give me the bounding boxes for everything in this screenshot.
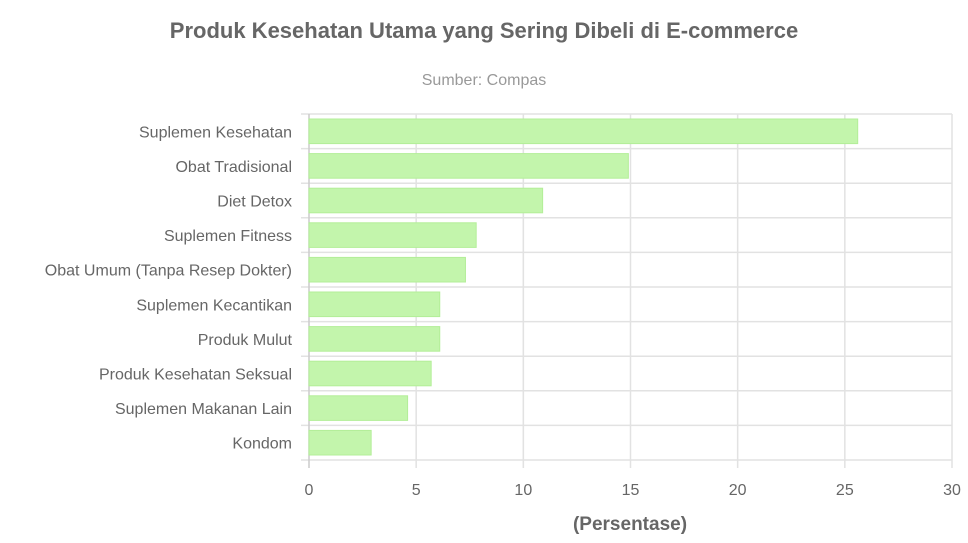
x-tick-label: 0 <box>305 482 314 499</box>
x-tick-label: 30 <box>943 482 961 499</box>
bar <box>308 291 441 318</box>
x-tick-label: 20 <box>729 482 747 499</box>
x-tick-label: 15 <box>622 482 640 499</box>
bar <box>308 153 629 179</box>
x-tick-label: 5 <box>412 482 421 499</box>
x-tick-labels: 0 5 10 15 20 25 30 <box>305 482 961 499</box>
category-label: Suplemen Makanan Lain <box>115 401 292 418</box>
x-tick-label: 25 <box>836 482 854 499</box>
x-axis-label: (Persentase) <box>573 514 687 535</box>
bar <box>308 395 409 421</box>
category-label: Diet Detox <box>217 194 292 211</box>
x-tick-label: 10 <box>514 482 532 499</box>
category-labels: Suplemen Kesehatan Obat Tradisional Diet D… <box>45 124 293 452</box>
category-label: Kondom <box>232 436 292 453</box>
category-label: Obat Umum (Tanpa Resep Dokter) <box>45 263 292 280</box>
bar <box>308 222 477 248</box>
bar <box>308 187 544 214</box>
bar <box>308 326 441 352</box>
bar <box>308 256 466 283</box>
chart-subtitle: Sumber: Compas <box>422 72 547 89</box>
chart-title: Produk Kesehatan Utama yang Sering Dibel… <box>170 18 798 43</box>
category-label: Suplemen Kecantikan <box>136 297 292 314</box>
bar <box>308 429 372 456</box>
bars <box>308 118 859 456</box>
category-label: Obat Tradisional <box>175 159 292 176</box>
bar <box>308 360 432 387</box>
bar <box>308 118 859 145</box>
category-label: Produk Kesehatan Seksual <box>99 367 292 384</box>
category-label: Suplemen Fitness <box>164 228 292 245</box>
category-label: Produk Mulut <box>198 332 293 349</box>
category-label: Suplemen Kesehatan <box>139 124 292 141</box>
